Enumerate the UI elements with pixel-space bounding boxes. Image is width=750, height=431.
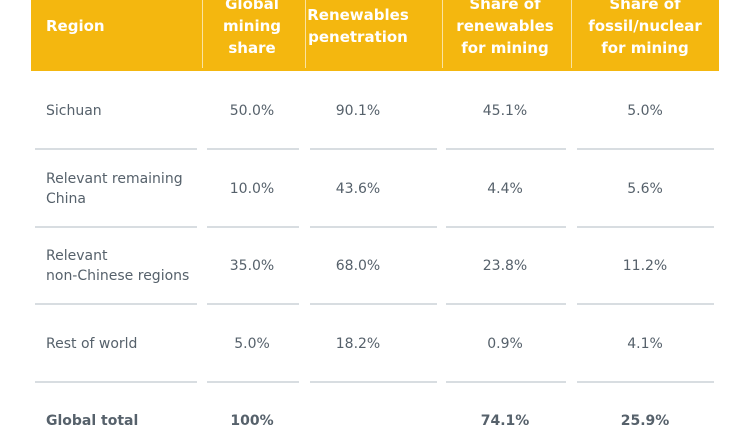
header-region: Region (46, 17, 105, 35)
row-divider (310, 303, 437, 305)
header-column-separator (305, 0, 306, 68)
row-region-label: Rest of world (46, 336, 138, 352)
row-divider (446, 226, 566, 228)
row-divider (446, 381, 566, 383)
table-cell: 23.8% (482, 258, 528, 274)
table-cell: 10.0% (229, 181, 275, 197)
table-cell: 74.1% (480, 413, 530, 429)
row-divider (446, 148, 566, 150)
table-cell: 5.0% (234, 336, 270, 352)
row-region-label: Sichuan (46, 103, 102, 119)
row-divider (35, 303, 197, 305)
row-divider (310, 381, 437, 383)
table-cell: 0.9% (487, 336, 523, 352)
table-header (31, 0, 719, 71)
table-cell: 50.0% (229, 103, 275, 119)
header-column-separator (442, 0, 443, 68)
row-divider (207, 148, 299, 150)
table-cell: 18.2% (335, 336, 381, 352)
table-cell: 5.6% (627, 181, 663, 197)
table-cell: 43.6% (335, 181, 381, 197)
row-divider (310, 226, 437, 228)
table-cell: 90.1% (335, 103, 381, 119)
row-divider (310, 148, 437, 150)
table-cell: 100% (230, 413, 274, 429)
row-divider (577, 303, 714, 305)
row-divider (446, 303, 566, 305)
header-renewables-penetration: Renewables penetration (307, 6, 409, 46)
header-column-separator (571, 0, 572, 68)
row-divider (35, 381, 197, 383)
table-cell: 11.2% (622, 258, 668, 274)
header-global-mining-share: Global mining share (222, 0, 282, 57)
header-share-fossil-nuclear: Share of fossil/nuclear for mining (588, 0, 702, 57)
table-cell: 35.0% (229, 258, 275, 274)
header-share-renewables: Share of renewables for mining (456, 0, 554, 57)
table-cell: 4.4% (487, 181, 523, 197)
row-divider (577, 226, 714, 228)
row-region-label: Relevant non-Chinese regions (46, 248, 190, 284)
row-divider (207, 226, 299, 228)
row-region-label: Relevant remaining China (46, 171, 183, 207)
row-divider (577, 148, 714, 150)
table-cell: 4.1% (627, 336, 663, 352)
table-cell: 25.9% (620, 413, 670, 429)
header-column-separator (202, 0, 203, 68)
row-divider (35, 148, 197, 150)
row-divider (577, 381, 714, 383)
row-region-label: Global total (46, 413, 139, 429)
row-divider (35, 226, 197, 228)
row-divider (207, 381, 299, 383)
table-cell: 68.0% (335, 258, 381, 274)
table-cell: 5.0% (627, 103, 663, 119)
table-cell: 45.1% (482, 103, 528, 119)
row-divider (207, 303, 299, 305)
